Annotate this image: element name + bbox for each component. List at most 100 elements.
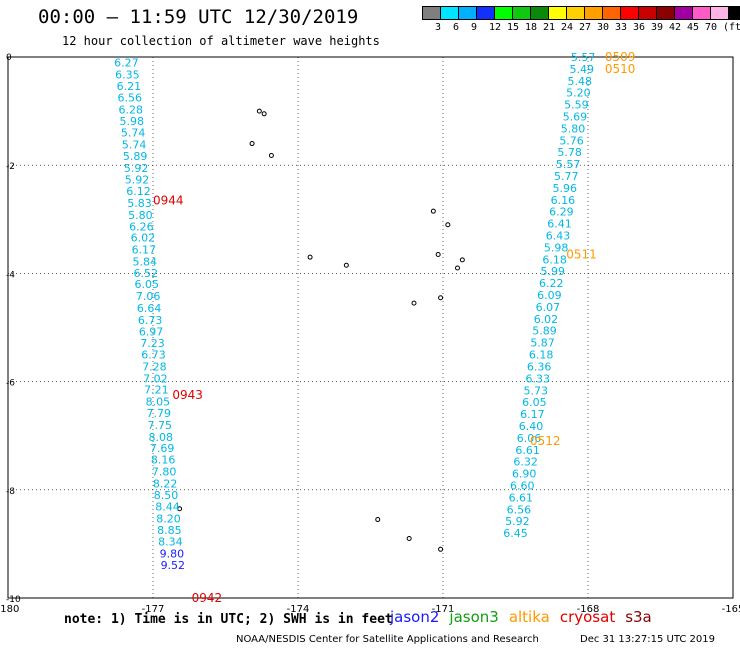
island-outline <box>438 546 444 552</box>
swh-value: 5.49 <box>569 63 594 76</box>
colorbar-label: 70 <box>705 22 718 33</box>
swh-value: 8.20 <box>156 512 181 525</box>
swh-value: 7.23 <box>140 337 165 350</box>
colorbar-label: 21 <box>543 22 556 33</box>
swh-value: 8.08 <box>148 431 173 444</box>
swh-value: 6.29 <box>549 206 574 219</box>
swh-value: 5.96 <box>553 182 578 195</box>
swh-value: 7.75 <box>148 419 173 432</box>
swh-value: 5.84 <box>133 255 158 268</box>
swh-value: 5.98 <box>119 115 144 128</box>
swh-value: 6.22 <box>539 277 564 290</box>
swh-value: 6.21 <box>117 80 142 93</box>
swh-value: 6.41 <box>547 218 572 231</box>
swh-value: 6.73 <box>138 314 163 327</box>
swh-value: 6.56 <box>118 92 143 105</box>
swh-value: 7.28 <box>142 360 167 373</box>
swh-value: 5.89 <box>123 150 148 163</box>
swh-value: 8.05 <box>146 396 171 409</box>
swh-value: 5.57 <box>571 51 596 64</box>
swh-value: 5.92 <box>125 173 150 186</box>
swh-value: 6.17 <box>132 244 157 257</box>
swh-value: 6.09 <box>537 289 562 302</box>
island-outline <box>438 295 444 301</box>
pass-time-label: 0510 <box>605 62 636 76</box>
footer-timestamp: Dec 31 13:27:15 UTC 2019 <box>580 634 715 645</box>
island-outline <box>375 517 381 523</box>
swh-value: 9.52 <box>161 559 186 572</box>
island-outline <box>445 222 451 228</box>
swh-value: 5.83 <box>127 197 152 210</box>
colorbar-label: 45 <box>687 22 700 33</box>
swh-value: 6.18 <box>529 349 554 362</box>
colorbar-label: (ft) <box>723 22 740 33</box>
swh-value: 6.43 <box>546 230 571 243</box>
swh-value: 6.56 <box>507 503 532 516</box>
swh-value: 7.02 <box>143 372 168 385</box>
colorbar-label: 18 <box>525 22 538 33</box>
swh-value: 5.87 <box>530 337 555 350</box>
island-outline <box>343 262 349 268</box>
swh-value: 6.26 <box>129 220 154 233</box>
swh-value: 6.60 <box>510 479 535 492</box>
swh-value: 5.73 <box>524 384 549 397</box>
swh-value: 6.32 <box>513 456 538 469</box>
y-tick-label: -8 <box>6 487 15 497</box>
swh-value: 6.06 <box>517 432 542 445</box>
swh-value: 8.85 <box>157 524 182 537</box>
swh-value: 6.97 <box>139 325 164 338</box>
colorbar-cell <box>728 6 740 20</box>
island-outline <box>459 257 465 263</box>
colorbar-label: 3 <box>435 22 442 33</box>
pass-time-label: 0511 <box>566 247 597 261</box>
island-outline <box>307 254 313 260</box>
footer-credit: NOAA/NESDIS Center for Satellite Applica… <box>236 634 539 645</box>
swh-value: 5.98 <box>544 241 569 254</box>
swh-value: 6.52 <box>134 267 159 280</box>
swh-value: 7.06 <box>136 290 161 303</box>
island-outline <box>411 300 417 306</box>
swh-value: 7.80 <box>152 465 177 478</box>
swh-value: 6.17 <box>520 408 545 421</box>
x-tick-label: -171 <box>432 604 455 612</box>
swh-value: 6.73 <box>141 349 166 362</box>
colorbar-label: 24 <box>561 22 574 33</box>
x-tick-label: -168 <box>577 604 600 612</box>
island-outline <box>177 506 183 512</box>
swh-value: 6.45 <box>503 527 528 540</box>
pass-time-label: 0943 <box>172 388 203 402</box>
colorbar-label: 27 <box>579 22 592 33</box>
swh-value: 8.50 <box>154 489 179 502</box>
y-tick-label: 0 <box>6 53 12 63</box>
swh-value: 5.57 <box>556 158 581 171</box>
x-tick-label: -165 <box>722 604 740 612</box>
swh-value: 5.92 <box>124 162 149 175</box>
colorbar-label: 39 <box>651 22 664 33</box>
swh-value: 6.02 <box>131 232 156 245</box>
island-outline <box>455 265 460 271</box>
swh-value: 6.36 <box>527 360 552 373</box>
colorbar-label: 36 <box>633 22 646 33</box>
island-outline <box>261 111 267 117</box>
swh-value: 7.21 <box>144 384 169 397</box>
swh-value: 6.61 <box>515 444 540 457</box>
swh-value: 8.34 <box>158 536 183 549</box>
swh-value: 6.18 <box>542 253 567 266</box>
colorbar <box>422 6 740 20</box>
island-outline <box>256 108 262 114</box>
colorbar-label: 9 <box>471 22 478 33</box>
island-outline <box>435 251 441 257</box>
swh-value: 5.92 <box>505 515 530 528</box>
swh-value: 6.28 <box>119 103 144 116</box>
colorbar-label: 6 <box>453 22 460 33</box>
y-tick-label: -2 <box>6 162 15 172</box>
swh-value: 6.33 <box>525 372 550 385</box>
swh-value: 6.16 <box>551 194 576 207</box>
island-outline <box>249 141 255 147</box>
swh-value: 5.48 <box>568 75 593 88</box>
swh-value: 5.69 <box>563 111 588 124</box>
swh-value: 6.40 <box>519 420 544 433</box>
pass-time-label: 0942 <box>192 591 223 605</box>
colorbar-label: 33 <box>615 22 628 33</box>
